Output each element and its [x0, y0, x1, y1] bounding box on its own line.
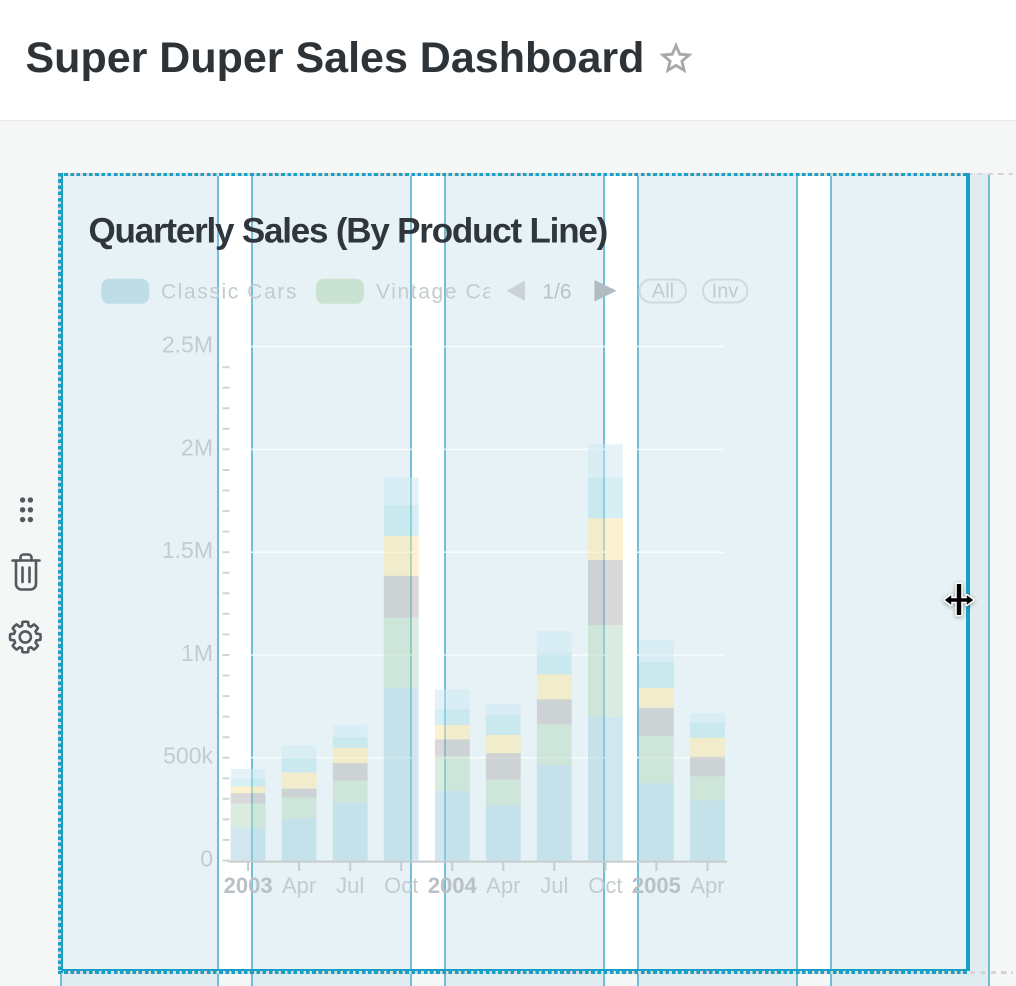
- svg-text:Oct: Oct: [384, 873, 418, 898]
- svg-text:1M: 1M: [181, 640, 213, 666]
- svg-text:1.5M: 1.5M: [162, 537, 213, 563]
- svg-text:1/6: 1/6: [542, 281, 571, 304]
- svg-text:Jul: Jul: [336, 873, 364, 898]
- svg-text:2004: 2004: [428, 873, 478, 898]
- svg-text:Oct: Oct: [588, 873, 622, 898]
- svg-text:Classic Cars: Classic Cars: [161, 281, 298, 304]
- svg-text:2.5M: 2.5M: [162, 332, 213, 358]
- svg-text:2003: 2003: [224, 873, 273, 898]
- svg-text:Inv: Inv: [712, 281, 739, 303]
- svg-text:2M: 2M: [181, 434, 213, 460]
- svg-text:Apr: Apr: [486, 873, 520, 898]
- svg-text:0: 0: [200, 846, 213, 872]
- svg-text:Quarterly Sales (By Product Li: Quarterly Sales (By Product Line): [89, 212, 608, 251]
- svg-text:All: All: [652, 281, 674, 303]
- svg-text:2005: 2005: [632, 873, 681, 898]
- svg-text:Apr: Apr: [690, 873, 724, 898]
- svg-text:Jul: Jul: [540, 873, 568, 898]
- svg-text:Apr: Apr: [282, 873, 316, 898]
- svg-text:Vintage Cars: Vintage Cars: [376, 281, 516, 304]
- svg-text:500k: 500k: [163, 743, 213, 769]
